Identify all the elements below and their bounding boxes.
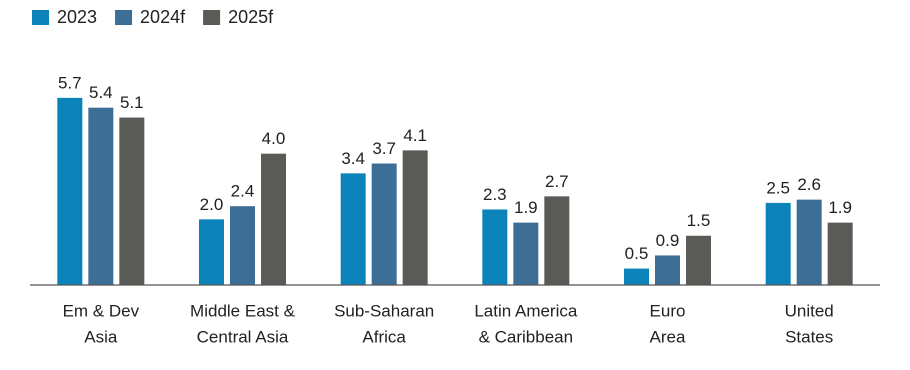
value-label: 4.1 xyxy=(403,126,427,145)
bar xyxy=(340,173,366,285)
value-label: 0.5 xyxy=(625,244,649,263)
bar xyxy=(513,222,539,285)
bar xyxy=(261,153,286,285)
value-label: 2.5 xyxy=(766,178,790,197)
bar xyxy=(765,202,791,285)
bar xyxy=(88,107,114,285)
value-label: 1.9 xyxy=(828,198,852,217)
value-label: 2.6 xyxy=(797,175,821,194)
x-tick-label: Middle East & xyxy=(190,301,296,320)
x-tick-label: Latin America xyxy=(474,301,578,320)
legend-label: 2024f xyxy=(140,7,186,27)
bar xyxy=(402,150,428,285)
bar xyxy=(230,206,255,285)
value-label: 5.4 xyxy=(89,83,113,102)
bar xyxy=(119,117,145,285)
value-label: 5.1 xyxy=(120,93,144,112)
bar xyxy=(57,97,83,285)
value-label: 1.5 xyxy=(687,211,711,230)
legend-swatch xyxy=(203,10,221,25)
value-label: 2.4 xyxy=(231,182,255,201)
value-label: 2.3 xyxy=(483,185,507,204)
value-label: 0.9 xyxy=(656,231,680,250)
x-tick-label: Central Asia xyxy=(197,327,289,346)
bar xyxy=(371,163,397,285)
x-tick-label: Em & Dev xyxy=(63,301,140,320)
legend-swatch xyxy=(32,10,49,25)
value-label: 1.9 xyxy=(514,198,538,217)
x-tick-label: Asia xyxy=(84,327,118,346)
bar xyxy=(199,219,224,285)
x-tick-label: States xyxy=(785,327,833,346)
value-label: 4.0 xyxy=(262,129,286,148)
x-tick-label: Africa xyxy=(362,327,406,346)
bar xyxy=(624,268,649,285)
bar xyxy=(544,196,570,285)
value-label: 2.0 xyxy=(200,195,224,214)
value-label: 2.7 xyxy=(545,172,569,191)
bar xyxy=(796,199,822,285)
x-tick-label: & Caribbean xyxy=(479,327,574,346)
value-label: 3.4 xyxy=(341,149,365,168)
value-label: 5.7 xyxy=(58,73,82,92)
x-tick-label: Sub-Saharan xyxy=(334,301,434,320)
bar xyxy=(827,222,853,285)
bar xyxy=(686,235,711,285)
value-label: 3.7 xyxy=(372,139,396,158)
bar xyxy=(482,209,508,285)
legend-label: 2025f xyxy=(228,7,274,27)
x-tick-label: Euro xyxy=(650,301,686,320)
legend-swatch xyxy=(115,10,133,25)
bar xyxy=(655,255,680,285)
x-tick-label: Area xyxy=(650,327,686,346)
x-tick-label: United xyxy=(785,301,834,320)
legend-label: 2023 xyxy=(57,7,97,27)
